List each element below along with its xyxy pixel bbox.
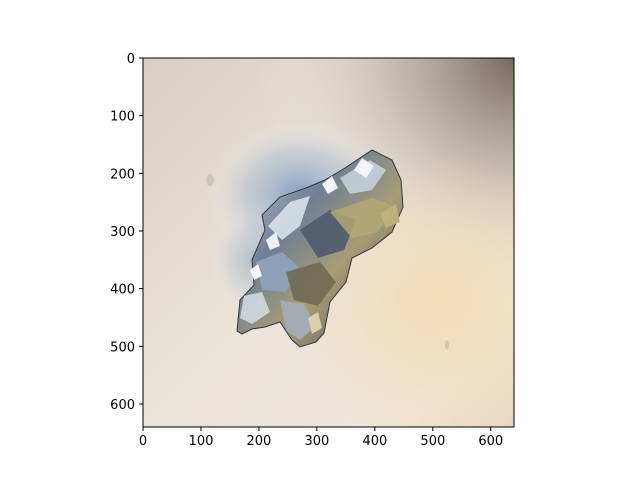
x-axis-ticks: 0 100 200 300 400 500 600	[139, 427, 503, 449]
foil-ball	[236, 149, 404, 348]
y-tick-label: 200	[110, 167, 135, 182]
y-axis-ticks: 0 100 200 300 400 500 600	[110, 52, 143, 413]
x-tick-label: 500	[420, 434, 445, 449]
x-tick-label: 200	[247, 434, 272, 449]
y-tick-label: 100	[110, 110, 135, 125]
y-tick-label: 500	[110, 340, 135, 355]
x-tick-label: 400	[362, 434, 387, 449]
image-content	[143, 58, 514, 427]
x-tick-label: 0	[139, 434, 147, 449]
x-tick-label: 600	[478, 434, 503, 449]
y-tick-label: 400	[110, 283, 135, 298]
x-tick-label: 100	[189, 434, 214, 449]
y-tick-label: 300	[110, 225, 135, 240]
x-tick-label: 300	[304, 434, 329, 449]
paper-smudge	[206, 174, 214, 186]
y-tick-label: 0	[127, 52, 135, 67]
y-tick-label: 600	[110, 398, 135, 413]
axes-frame	[142, 57, 515, 428]
paper-smudge-2	[445, 340, 449, 350]
